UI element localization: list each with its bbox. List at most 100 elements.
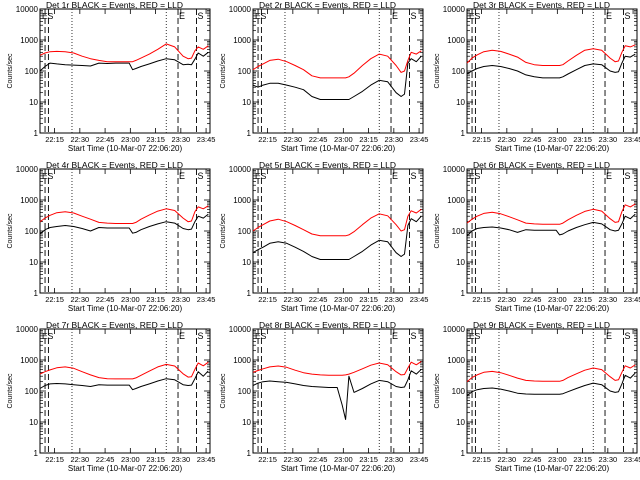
- x-tick-label: 22:30: [70, 135, 89, 144]
- x-tick-label: 23:30: [171, 455, 190, 464]
- y-axis-label: Counts/sec: [7, 213, 14, 249]
- y-tick-label: 10: [456, 418, 465, 427]
- x-axis-label: Start Time (10-Mar-07 22:06:20): [495, 144, 610, 153]
- y-tick-label: 1: [247, 449, 252, 458]
- x-axis-label: Start Time (10-Mar-07 22:06:20): [281, 144, 396, 153]
- y-axis-label: Counts/sec: [220, 373, 227, 409]
- y-tick-label: 10: [242, 258, 251, 267]
- x-tick-label: 23:45: [410, 135, 429, 144]
- y-tick-label: 1000: [20, 36, 38, 45]
- panel-title: Det 6r BLACK = Events, RED = LLD: [473, 160, 610, 170]
- x-tick-label: 22:30: [283, 135, 302, 144]
- y-tick-label: 10000: [443, 325, 466, 334]
- x-tick-label: 22:45: [309, 135, 328, 144]
- x-tick-label: 23:15: [146, 455, 165, 464]
- y-tick-label: 1000: [447, 196, 465, 205]
- y-tick-label: 10000: [16, 5, 39, 14]
- x-tick-label: 23:00: [334, 295, 353, 304]
- panel-title: Det 8r BLACK = Events, RED = LLD: [259, 320, 396, 330]
- x-axis-label: Start Time (10-Mar-07 22:06:20): [495, 464, 610, 473]
- series-line-events: [39, 51, 209, 72]
- x-axis-label: Start Time (10-Mar-07 22:06:20): [68, 144, 183, 153]
- x-tick-label: 22:15: [258, 455, 277, 464]
- x-tick-label: 23:00: [334, 455, 353, 464]
- y-axis-label: Counts/sec: [434, 213, 441, 249]
- y-tick-label: 100: [452, 227, 466, 236]
- x-tick-label: 23:30: [171, 295, 190, 304]
- series-line-events: [252, 55, 422, 100]
- x-tick-label: 23:00: [334, 135, 353, 144]
- detector-panel-3: Det 3r BLACK = Events, RED = LLD 1 10 100 10…: [434, 0, 640, 153]
- series-line-events: [252, 368, 422, 420]
- detector-panel-7: Det 7r BLACK = Events, RED = LLD 1 10 100 10…: [7, 320, 215, 473]
- x-tick-label: 23:15: [573, 135, 592, 144]
- series-line-events: [252, 215, 422, 260]
- series-line-events: [466, 53, 636, 79]
- x-tick-label: 22:15: [45, 455, 64, 464]
- panel-title: Det 9r BLACK = Events, RED = LLD: [473, 320, 610, 330]
- plot-frame: [39, 8, 211, 134]
- y-tick-label: 1: [247, 289, 252, 298]
- x-tick-label: 22:45: [96, 295, 115, 304]
- event-marker-label-s: S: [198, 331, 204, 341]
- y-tick-label: 10: [29, 98, 38, 107]
- event-marker-label-e: E: [606, 171, 612, 181]
- x-tick-label: 22:15: [258, 295, 277, 304]
- plot-frame: [39, 168, 211, 294]
- detector-panel-5: Det 5r BLACK = Events, RED = LLD 1 10 100 10…: [220, 160, 428, 313]
- x-tick-label: 22:15: [45, 135, 64, 144]
- y-tick-label: 100: [25, 227, 39, 236]
- x-tick-label: 23:30: [598, 455, 617, 464]
- start-marker-label: ES: [42, 171, 54, 181]
- y-tick-label: 1: [461, 129, 466, 138]
- panel-title: Det 4r BLACK = Events, RED = LLD: [46, 160, 183, 170]
- x-tick-label: 22:15: [45, 295, 64, 304]
- y-tick-label: 100: [238, 227, 252, 236]
- y-tick-label: 1000: [20, 356, 38, 365]
- x-tick-label: 23:30: [384, 135, 403, 144]
- x-tick-label: 23:15: [359, 295, 378, 304]
- y-tick-label: 10: [29, 418, 38, 427]
- y-axis-label: Counts/sec: [434, 373, 441, 409]
- x-tick-label: 23:15: [573, 295, 592, 304]
- y-tick-label: 100: [452, 67, 466, 76]
- x-tick-label: 23:30: [171, 135, 190, 144]
- y-tick-label: 100: [452, 387, 466, 396]
- y-tick-label: 1000: [447, 36, 465, 45]
- event-marker-label-e: E: [179, 331, 185, 341]
- event-marker-label-s: S: [198, 171, 204, 181]
- x-tick-label: 23:00: [548, 295, 567, 304]
- y-tick-label: 100: [25, 387, 39, 396]
- x-tick-label: 22:45: [523, 295, 542, 304]
- x-tick-label: 23:45: [197, 295, 216, 304]
- event-marker-label-s: S: [625, 171, 631, 181]
- detector-panel-9: Det 9r BLACK = Events, RED = LLD 1 10 100 10…: [434, 320, 640, 473]
- x-tick-label: 23:00: [121, 455, 140, 464]
- series-line-lld: [39, 43, 209, 63]
- y-tick-label: 10: [242, 98, 251, 107]
- event-marker-label-e: E: [606, 11, 612, 21]
- y-tick-label: 1000: [233, 356, 251, 365]
- x-tick-label: 23:30: [384, 295, 403, 304]
- series-line-events: [466, 372, 636, 397]
- series-line-events: [39, 370, 209, 391]
- start-marker-label: ES: [469, 171, 481, 181]
- y-tick-label: 1000: [20, 196, 38, 205]
- series-line-lld: [39, 361, 209, 380]
- y-tick-label: 10: [456, 98, 465, 107]
- series-line-lld: [466, 203, 636, 225]
- detector-panel-4: Det 4r BLACK = Events, RED = LLD 1 10 100 10…: [7, 160, 215, 313]
- y-tick-label: 10000: [443, 5, 466, 14]
- plot-frame: [39, 328, 211, 454]
- x-tick-label: 23:00: [548, 455, 567, 464]
- detector-panel-8: Det 8r BLACK = Events, RED = LLD 1 10 100 10…: [220, 320, 428, 473]
- x-tick-label: 22:15: [472, 295, 491, 304]
- series-line-lld: [39, 205, 209, 224]
- x-tick-label: 22:15: [472, 135, 491, 144]
- x-tick-label: 23:45: [197, 455, 216, 464]
- start-marker-label: ES: [469, 11, 481, 21]
- y-axis-label: Counts/sec: [7, 373, 14, 409]
- y-tick-label: 1: [247, 129, 252, 138]
- y-tick-label: 10: [242, 418, 251, 427]
- event-marker-label-e: E: [392, 171, 398, 181]
